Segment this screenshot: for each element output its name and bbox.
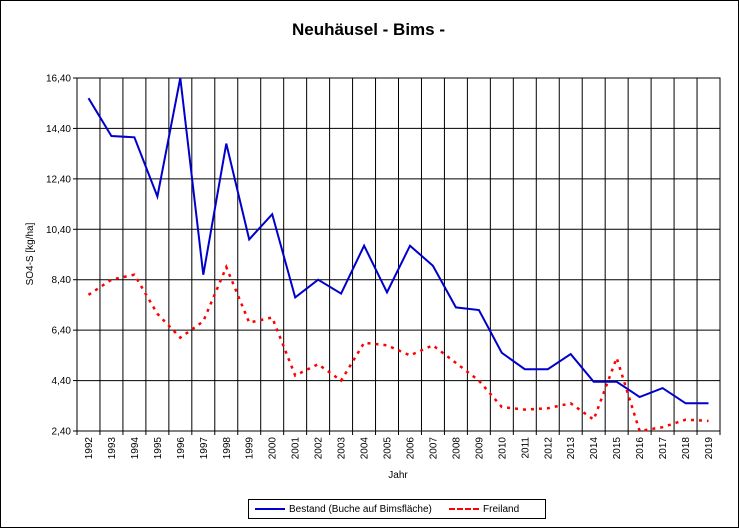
x-tick-label: 1996 (176, 437, 187, 460)
x-tick-label: 1997 (199, 437, 210, 460)
y-axis-label: SO4-S [kg/ha] (25, 222, 36, 285)
x-tick-label: 1998 (222, 437, 233, 460)
x-tick-label: 2001 (291, 437, 302, 460)
x-tick-label: 2006 (405, 437, 416, 460)
legend: Bestand (Buche auf Bimsfläche) Freiland (248, 499, 546, 519)
x-tick-label: 2019 (704, 437, 715, 460)
chart-title: Neuhäusel - Bims - (291, 20, 446, 39)
x-tick-label: 1993 (107, 437, 118, 460)
x-tick-label: 2013 (566, 437, 577, 460)
x-tick-label: 2003 (337, 437, 348, 460)
y-tick-label: 12,40 (46, 174, 71, 185)
x-tick-label: 2014 (589, 437, 600, 460)
legend-item-freiland: Freiland (449, 500, 519, 518)
y-tick-label: 8,40 (52, 275, 72, 286)
x-tick-label: 2002 (314, 437, 325, 460)
y-tick-label: 14,40 (46, 124, 71, 135)
series-line-freiland (87, 263, 709, 433)
x-tick-label: 2007 (428, 437, 439, 460)
legend-item-bestand: Bestand (Buche auf Bimsfläche) (255, 500, 432, 518)
x-tick-label: 2008 (451, 437, 462, 460)
x-tick-label: 2005 (383, 437, 394, 460)
x-tick-label: 2004 (360, 437, 371, 460)
x-tick-label: 1999 (245, 437, 256, 460)
y-tick-label: 10,40 (46, 225, 71, 236)
x-tick-label: 1994 (130, 437, 141, 460)
y-tick-label: 4,40 (52, 376, 72, 387)
legend-label-freiland: Freiland (483, 503, 520, 515)
y-tick-label: 16,40 (46, 74, 71, 85)
plot-area (76, 77, 721, 432)
x-tick-label: 1992 (84, 437, 95, 460)
x-tick-label: 2010 (497, 437, 508, 460)
x-tick-label: 2016 (635, 437, 646, 460)
series-line-bestand (87, 77, 709, 405)
x-tick-label: 2011 (520, 437, 531, 459)
x-tick-labels: 1992 1993 1994 1995 1996 1997 1998 1999 2000 2001… (84, 437, 715, 460)
x-tick-label: 2015 (612, 437, 623, 460)
series-lines (87, 77, 709, 433)
y-tick-label: 2,40 (52, 427, 72, 438)
y-tick-label: 6,40 (52, 326, 72, 337)
y-tick-labels: 2,40 4,40 6,40 8,40 10,40 12,40 14,40 16,40 (46, 74, 71, 438)
x-tick-label: 1995 (153, 437, 164, 460)
x-tick-label: 2009 (474, 437, 485, 460)
x-tick-label: 2018 (681, 437, 692, 460)
x-tick-label: 2012 (543, 437, 554, 460)
x-tick-label: 2000 (268, 437, 279, 460)
legend-label-bestand: Bestand (Buche auf Bimsfläche) (289, 503, 432, 515)
x-tick-label: 2017 (658, 437, 669, 460)
x-axis-label: Jahr (388, 470, 408, 481)
legend-swatch-bestand (255, 508, 285, 510)
legend-swatch-freiland (449, 508, 479, 510)
